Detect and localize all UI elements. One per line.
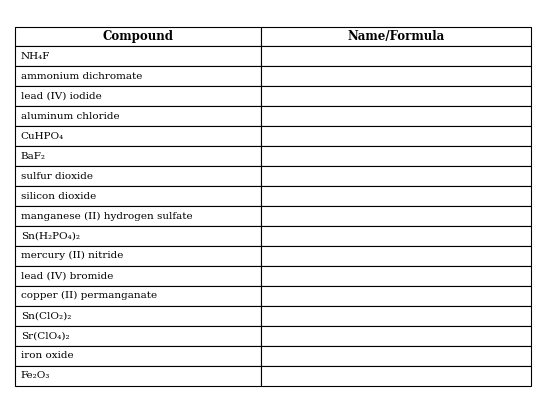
Text: lead (IV) bromide: lead (IV) bromide — [21, 271, 113, 280]
Text: silicon dioxide: silicon dioxide — [21, 192, 96, 201]
Bar — [15, 366, 260, 386]
Bar — [15, 286, 260, 306]
Bar — [260, 67, 531, 86]
Text: copper (II) permanganate: copper (II) permanganate — [21, 291, 157, 300]
Bar — [260, 206, 531, 226]
Bar — [15, 47, 260, 67]
Bar — [260, 27, 531, 47]
Bar — [15, 306, 260, 326]
Bar — [15, 346, 260, 366]
Bar — [260, 286, 531, 306]
Text: Name/Formula: Name/Formula — [347, 30, 444, 43]
Text: NH₄F: NH₄F — [21, 52, 50, 61]
Bar — [15, 266, 260, 286]
Bar — [15, 27, 260, 47]
Bar — [15, 246, 260, 266]
Bar — [260, 186, 531, 206]
Bar — [260, 226, 531, 246]
Bar — [260, 306, 531, 326]
Text: manganese (II) hydrogen sulfate: manganese (II) hydrogen sulfate — [21, 211, 192, 221]
Bar — [260, 346, 531, 366]
Bar — [15, 226, 260, 246]
Text: lead (IV) iodide: lead (IV) iodide — [21, 92, 102, 101]
Bar — [260, 126, 531, 146]
Bar — [15, 186, 260, 206]
Bar — [260, 86, 531, 106]
Text: aluminum chloride: aluminum chloride — [21, 112, 120, 121]
Bar — [15, 126, 260, 146]
Text: ammonium dichromate: ammonium dichromate — [21, 72, 142, 81]
Bar — [260, 146, 531, 166]
Bar — [260, 246, 531, 266]
Bar — [260, 47, 531, 67]
Text: CuHPO₄: CuHPO₄ — [21, 132, 64, 141]
Bar — [15, 106, 260, 126]
Bar — [260, 266, 531, 286]
Bar — [260, 106, 531, 126]
Bar — [260, 166, 531, 186]
Bar — [15, 326, 260, 346]
Bar — [15, 86, 260, 106]
Text: Fe₂O₃: Fe₂O₃ — [21, 371, 50, 380]
Bar — [15, 206, 260, 226]
Text: BaF₂: BaF₂ — [21, 152, 46, 161]
Text: Sn(H₂PO₄)₂: Sn(H₂PO₄)₂ — [21, 231, 80, 240]
Text: mercury (II) nitride: mercury (II) nitride — [21, 251, 123, 260]
Bar — [260, 366, 531, 386]
Text: Compound: Compound — [103, 30, 174, 43]
Bar — [15, 146, 260, 166]
Text: iron oxide: iron oxide — [21, 351, 73, 360]
Text: Sn(ClO₂)₂: Sn(ClO₂)₂ — [21, 311, 71, 320]
Bar — [260, 326, 531, 346]
Text: Sr(ClO₄)₂: Sr(ClO₄)₂ — [21, 331, 69, 340]
Bar — [15, 67, 260, 86]
Bar — [15, 166, 260, 186]
Text: sulfur dioxide: sulfur dioxide — [21, 172, 93, 181]
